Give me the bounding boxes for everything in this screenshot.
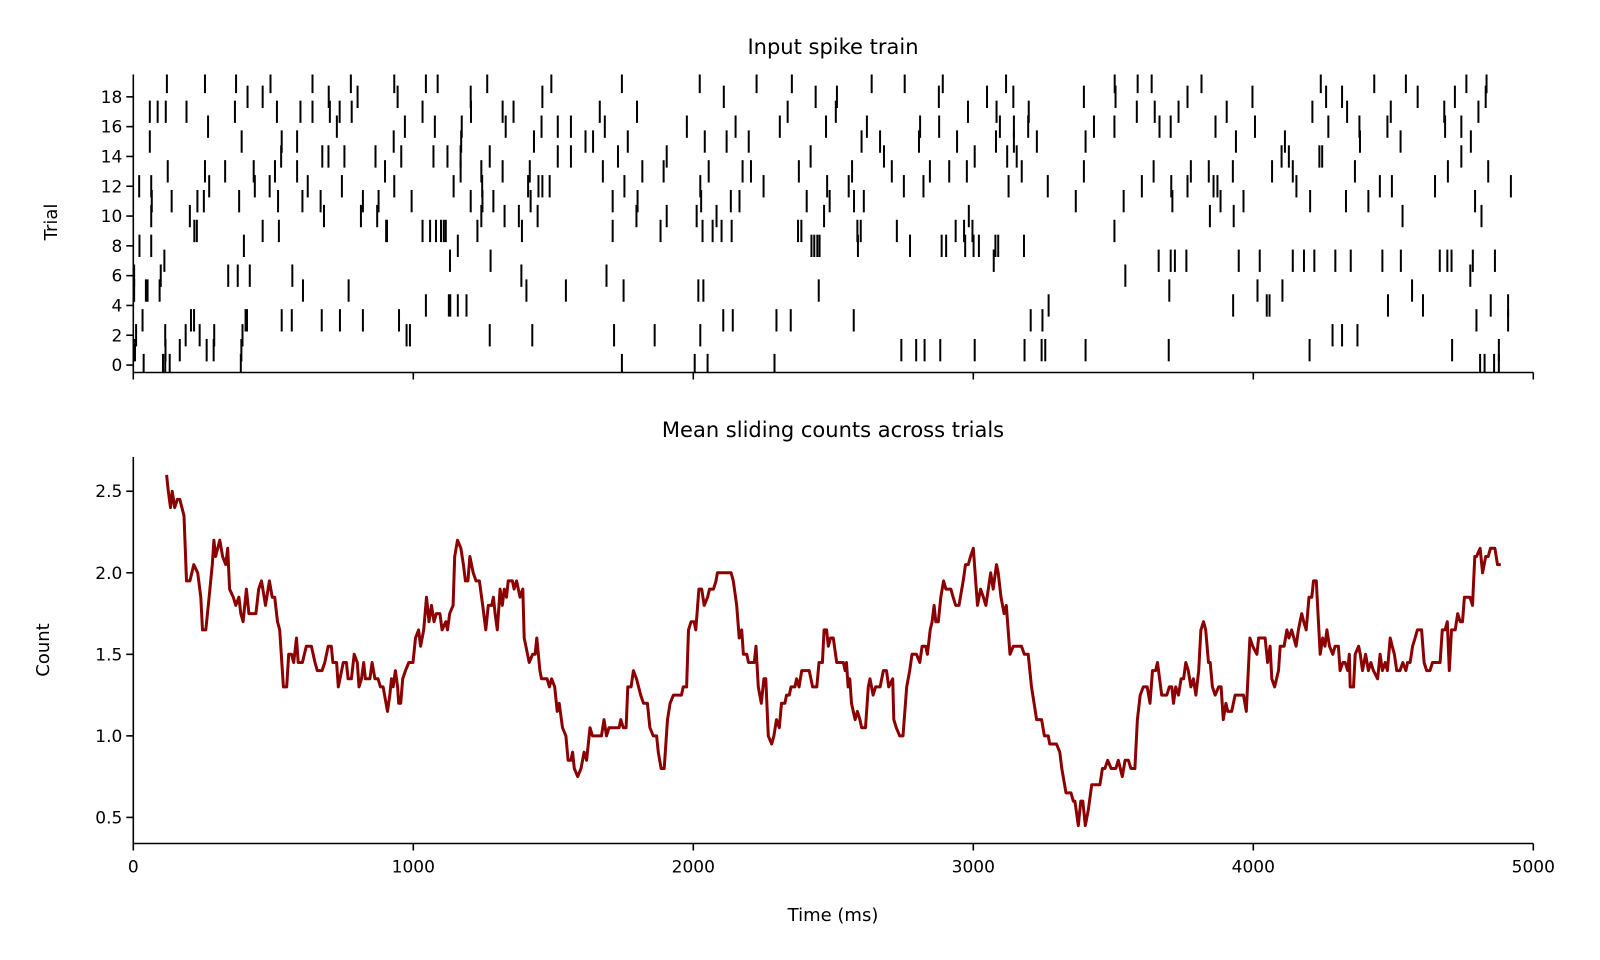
raster-ytick-label: 6 [111, 267, 122, 287]
raster-ytick-label: 12 [101, 177, 123, 197]
count-panel: Mean sliding counts across trials Count … [33, 418, 1555, 926]
count-xtick-label: 5000 [1512, 858, 1555, 878]
count-xtick-label: 4000 [1232, 858, 1275, 878]
count-ylabel: Count [33, 623, 54, 676]
raster-panel: Input spike train Trial 0 2 4 6 8 10 12 14 16 18 [41, 35, 1535, 380]
raster-ytick-label: 18 [101, 88, 123, 108]
raster-y-ticks: 0 2 4 6 8 10 12 14 16 18 [101, 88, 134, 376]
count-series-line [165, 474, 1501, 828]
raster-ytick-label: 0 [111, 356, 122, 376]
raster-ytick-label: 14 [101, 147, 123, 167]
count-xtick-label: 0 [128, 858, 139, 878]
count-y-ticks: 0.5 1.0 1.5 2.0 2.5 [95, 482, 134, 828]
raster-x-ticks [132, 372, 1535, 380]
count-ytick-label: 2.0 [95, 564, 122, 584]
count-xtick-label: 2000 [672, 858, 715, 878]
count-xtick-label: 3000 [952, 858, 995, 878]
count-ytick-label: 1.5 [95, 645, 122, 665]
raster-ytick-label: 10 [101, 207, 123, 227]
count-ytick-label: 1.0 [95, 727, 122, 747]
raster-ytick-label: 4 [111, 296, 122, 316]
raster-ytick-label: 16 [101, 118, 123, 138]
raster-spikes [133, 74, 1512, 373]
raster-title: Input spike train [747, 35, 918, 59]
raster-ytick-label: 8 [111, 237, 122, 257]
count-title: Mean sliding counts across trials [662, 418, 1004, 442]
raster-ylabel: Trial [41, 204, 62, 242]
count-ytick-label: 0.5 [95, 808, 122, 828]
count-x-ticks: 0 1000 2000 3000 4000 5000 [128, 843, 1555, 878]
count-ytick-label: 2.5 [95, 482, 122, 502]
count-xtick-label: 1000 [392, 858, 435, 878]
raster-ytick-label: 2 [111, 326, 122, 346]
count-xlabel: Time (ms) [787, 905, 879, 926]
